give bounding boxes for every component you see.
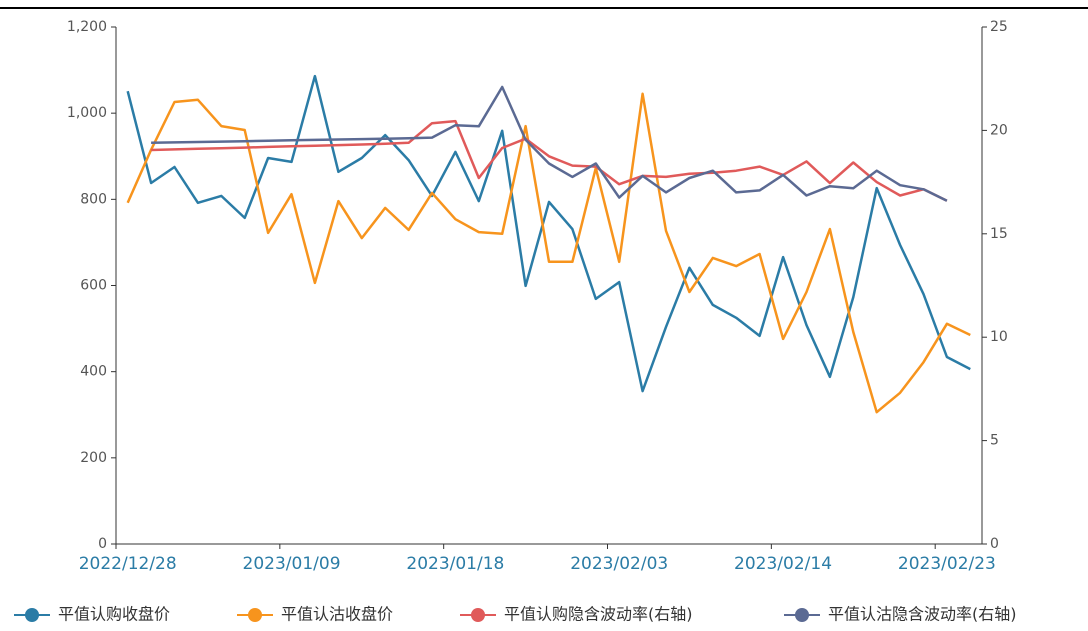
y2-tick-label: 5 [990, 433, 999, 449]
y-tick-label: 0 [98, 536, 107, 552]
legend-label: 平值认购收盘价 [58, 605, 170, 624]
x-tick-label: 2023/02/23 [898, 554, 996, 574]
y2-tick-label: 20 [990, 122, 1008, 138]
y-tick-label: 800 [80, 191, 107, 207]
x-tick-label: 2023/02/14 [734, 554, 832, 574]
y-tick-label: 1,200 [67, 19, 107, 35]
series-line [151, 85, 948, 202]
legend-marker [471, 608, 485, 622]
x-tick-label: 2023/02/03 [570, 554, 668, 574]
series-line [126, 74, 971, 393]
y2-tick-label: 10 [990, 329, 1008, 345]
x-tick-label: 2023/01/18 [406, 554, 504, 574]
y-tick-label: 200 [80, 450, 107, 466]
y-tick-label: 1,000 [67, 105, 107, 121]
y-tick-label: 400 [80, 364, 107, 380]
y2-tick-label: 0 [990, 536, 999, 552]
y2-tick-label: 15 [990, 226, 1008, 242]
legend-marker [25, 608, 39, 622]
y-tick-label: 600 [80, 278, 107, 294]
series-line [151, 119, 948, 202]
legend-label: 平值认购隐含波动率(右轴) [504, 605, 693, 624]
legend-marker [248, 608, 262, 622]
x-tick-label: 2022/12/28 [79, 554, 177, 574]
series-line [126, 92, 971, 414]
legend-label: 平值认沽隐含波动率(右轴) [828, 605, 1017, 624]
x-tick-label: 2023/01/09 [243, 554, 341, 574]
y2-tick-label: 25 [990, 19, 1008, 35]
legend-marker [795, 608, 809, 622]
legend-label: 平值认沽收盘价 [281, 605, 393, 624]
